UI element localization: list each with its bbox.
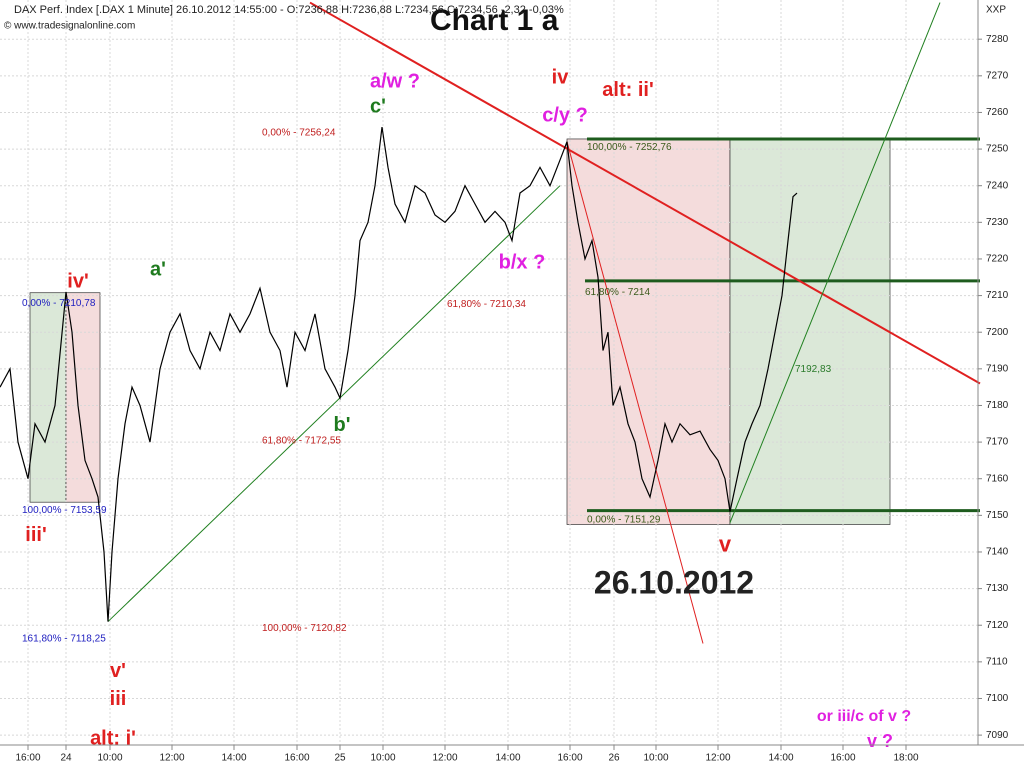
x-tick-label: 12:00 bbox=[159, 753, 184, 764]
x-tick-label: 14:00 bbox=[495, 753, 520, 764]
x-tick-label: 25 bbox=[334, 753, 346, 764]
fib-label: 161,80% - 7118,25 bbox=[22, 633, 106, 644]
y-tick-label: 7150 bbox=[986, 510, 1009, 521]
wave-label: a/w ? bbox=[370, 70, 420, 92]
fib-label: 0,00% - 7151,29 bbox=[587, 515, 661, 526]
trend-line bbox=[729, 2, 941, 523]
y-tick-label: 7170 bbox=[986, 437, 1009, 448]
wave-label: c' bbox=[370, 96, 386, 118]
wave-label: alt: ii' bbox=[602, 79, 653, 101]
fib-label: 0,00% - 7256,24 bbox=[262, 128, 336, 139]
x-tick-label: 16:00 bbox=[557, 753, 582, 764]
x-tick-label: 16:00 bbox=[830, 753, 855, 764]
wave-label: alt: i' bbox=[90, 727, 136, 749]
x-tick-label: 24 bbox=[60, 753, 72, 764]
y-tick-label: 7280 bbox=[986, 34, 1009, 45]
x-tick-label: 26 bbox=[608, 753, 620, 764]
trend-line bbox=[107, 185, 561, 622]
y-tick-label: 7160 bbox=[986, 473, 1009, 484]
y-tick-label: 7110 bbox=[986, 656, 1008, 667]
chart-title: Chart 1 a bbox=[430, 4, 559, 37]
x-tick-label: 18:00 bbox=[893, 753, 918, 764]
wave-label: iii bbox=[110, 688, 127, 710]
y-tick-label: 7100 bbox=[986, 693, 1009, 704]
fib-label: 0,00% - 7210,78 bbox=[22, 298, 96, 309]
y-tick-label: 7200 bbox=[986, 327, 1009, 338]
x-tick-label: 12:00 bbox=[705, 753, 730, 764]
fib-label: 100,00% - 7153,59 bbox=[22, 505, 107, 516]
y-tick-label: 7250 bbox=[986, 144, 1009, 155]
x-tick-label: 10:00 bbox=[643, 753, 668, 764]
y-tick-label: 7120 bbox=[986, 620, 1009, 631]
fib-label: 100,00% - 7120,82 bbox=[262, 623, 347, 634]
trend-line bbox=[309, 1, 981, 385]
y-tick-label: 7260 bbox=[986, 107, 1009, 118]
x-tick-label: 16:00 bbox=[284, 753, 309, 764]
x-tick-label: 14:00 bbox=[768, 753, 793, 764]
wave-label: v bbox=[719, 532, 732, 557]
header-info: DAX Perf. Index [.DAX 1 Minute] 26.10.20… bbox=[14, 4, 564, 16]
wave-label: iv bbox=[552, 67, 570, 89]
wave-label: v' bbox=[110, 660, 126, 682]
x-tick-label: 10:00 bbox=[370, 753, 395, 764]
y-tick-label: 7090 bbox=[986, 730, 1009, 741]
wave-label: 26.10.2012 bbox=[594, 564, 754, 600]
trend-line bbox=[566, 141, 704, 644]
y-tick-label: 7140 bbox=[986, 547, 1009, 558]
x-tick-label: 16:00 bbox=[15, 753, 40, 764]
fib-box bbox=[29, 292, 67, 503]
y-tick-label: 7190 bbox=[986, 363, 1009, 374]
y-tick-label: 7230 bbox=[986, 217, 1009, 228]
y-tick-label: 7180 bbox=[986, 400, 1009, 411]
copyright: © www.tradesignalonline.com bbox=[4, 21, 135, 32]
wave-label: b/x ? bbox=[499, 252, 546, 274]
wave-label: iii' bbox=[25, 524, 46, 546]
price-line bbox=[0, 127, 798, 622]
y-tick-label: 7220 bbox=[986, 254, 1009, 265]
x-tick-label: 14:00 bbox=[221, 753, 246, 764]
axis-symbol: XXP bbox=[986, 5, 1006, 16]
wave-label: c/y ? bbox=[542, 104, 588, 126]
fib-label: 61,80% - 7210,34 bbox=[447, 299, 526, 310]
fib-label: 61,80% - 7214 bbox=[585, 287, 650, 298]
fib-label: 100,00% - 7252,76 bbox=[587, 142, 672, 153]
wave-label: iv' bbox=[67, 271, 88, 293]
x-tick-label: 12:00 bbox=[432, 753, 457, 764]
wave-label: a' bbox=[150, 259, 166, 281]
wave-label: b' bbox=[334, 414, 351, 436]
fib-label: 7192,83 bbox=[795, 364, 832, 375]
fib-label: 61,80% - 7172,55 bbox=[262, 436, 341, 447]
y-tick-label: 7270 bbox=[986, 70, 1009, 81]
y-tick-label: 7130 bbox=[986, 583, 1009, 594]
x-tick-label: 10:00 bbox=[97, 753, 122, 764]
y-tick-label: 7210 bbox=[986, 290, 1009, 301]
wave-label: or iii/c of v ? bbox=[817, 708, 911, 725]
y-tick-label: 7240 bbox=[986, 180, 1009, 191]
wave-label: v ? bbox=[867, 731, 893, 751]
